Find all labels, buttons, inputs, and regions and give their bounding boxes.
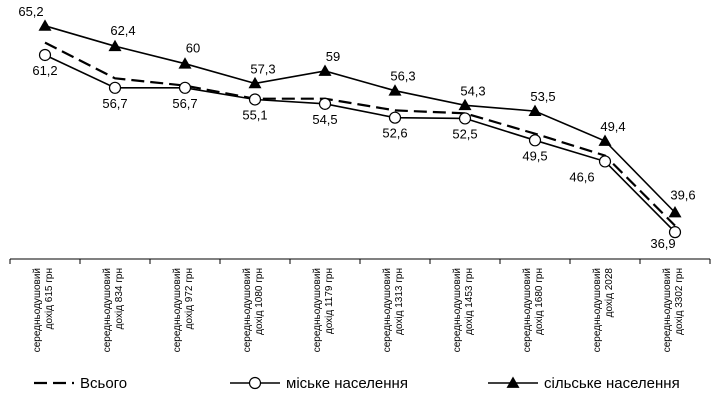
rural-point: [108, 39, 122, 52]
urban-data-label: 49,5: [522, 148, 547, 163]
rural-data-label: 53,5: [530, 89, 555, 104]
rural-point: [178, 57, 192, 69]
urban-point: [458, 112, 472, 125]
legend-label: Всього: [80, 375, 127, 392]
urban-point: [108, 81, 122, 94]
legend-marker-urban: [248, 376, 262, 390]
urban-data-label: 56,7: [172, 96, 197, 111]
rural-data-label: 65,2: [18, 4, 43, 19]
x-tick-label: дохід 3302 грн: [674, 268, 685, 335]
rural-point: [248, 76, 262, 89]
series-line-total: [44, 41, 676, 227]
rural-point: [528, 104, 542, 117]
rural-point: [598, 134, 612, 146]
urban-point: [388, 111, 402, 124]
urban-data-label: 36,9: [650, 236, 675, 251]
x-tick-label: дохід 1080 грн: [254, 268, 265, 335]
urban-data-label: 55,1: [242, 107, 267, 122]
x-tick-label: середньодушовий: [592, 268, 603, 352]
urban-point: [668, 226, 682, 239]
x-tick-label: дохід 1680 грн: [534, 268, 545, 335]
rural-point: [318, 64, 332, 76]
urban-point: [38, 48, 52, 62]
x-tick-label: середньодушовий: [312, 268, 323, 352]
x-tick-label: дохід 1313 грн: [394, 268, 405, 335]
legend-marker-rural: [506, 376, 520, 388]
x-tick-label: середньодушовий: [452, 268, 463, 352]
x-tick-label: дохід 1179 грн: [324, 268, 335, 334]
x-tick-label: середньодушовий: [32, 268, 43, 352]
rural-point: [668, 205, 682, 218]
x-tick-label: дохід 615 грн: [44, 268, 55, 329]
x-tick-label: середньодушовий: [662, 268, 673, 352]
x-tick-label: дохід 972 грн: [184, 268, 195, 329]
rural-data-label: 54,3: [460, 83, 485, 98]
rural-point: [458, 98, 472, 111]
series-line-rural: [44, 25, 676, 214]
rural-data-label: 57,3: [250, 61, 275, 76]
urban-point: [318, 97, 332, 110]
rural-data-label: 39,6: [670, 187, 695, 202]
urban-data-label: 52,6: [382, 126, 407, 141]
x-tick-label: середньодушовий: [382, 268, 393, 352]
x-tick-label: середньодушовий: [172, 268, 183, 352]
urban-data-label: 56,7: [102, 96, 127, 111]
urban-point: [598, 155, 612, 168]
rural-data-label: 49,4: [600, 119, 625, 134]
urban-data-label: 52,5: [452, 126, 477, 141]
x-tick-label: дохід 834 грн: [114, 268, 125, 329]
x-tick-label: середньодушовий: [242, 268, 253, 352]
urban-point: [528, 134, 542, 147]
urban-point: [178, 81, 192, 94]
legend-label: сільське населення: [544, 375, 680, 392]
urban-data-label: 54,5: [312, 112, 337, 127]
x-tick-label: середньодушовий: [522, 268, 533, 352]
rural-data-label: 60: [186, 41, 200, 56]
x-tick-label: дохід 2028: [604, 268, 615, 318]
rural-data-label: 56,3: [390, 69, 415, 84]
rural-point: [38, 19, 52, 31]
rural-data-label: 59: [326, 49, 340, 64]
x-tick-label: середньодушовий: [102, 268, 113, 352]
rural-data-label: 62,4: [110, 23, 135, 38]
x-tick-label: дохід 1453 грн: [464, 268, 475, 335]
urban-point: [248, 93, 262, 106]
legend-label: міське населення: [286, 375, 408, 392]
series-line-urban: [44, 54, 676, 233]
urban-data-label: 61,2: [32, 63, 57, 78]
urban-data-label: 46,6: [569, 169, 594, 184]
rural-point: [388, 84, 402, 96]
